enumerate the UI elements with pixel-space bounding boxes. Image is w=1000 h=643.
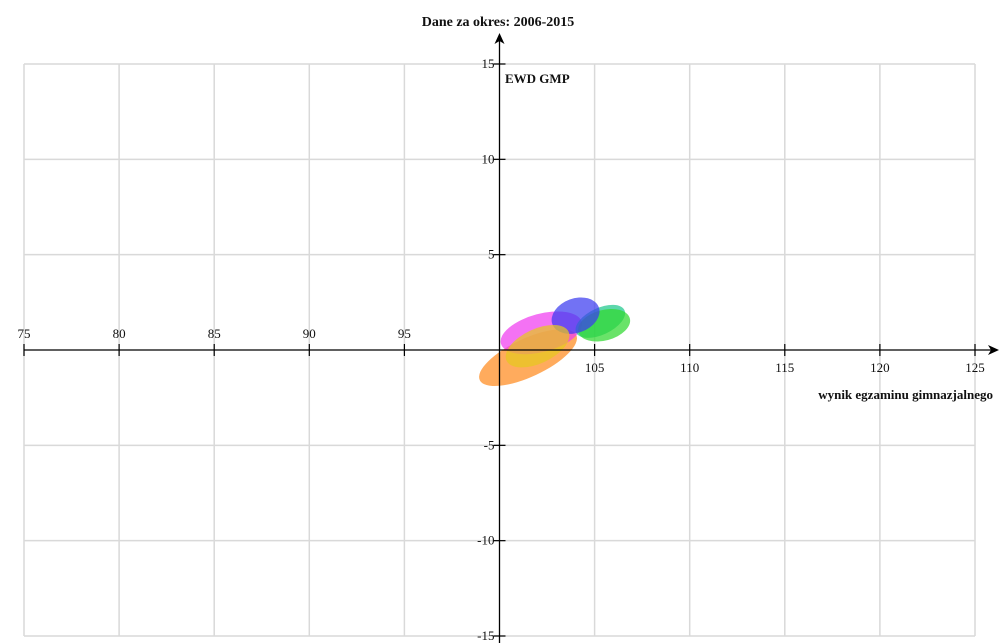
x-tick-label: 90 [303,326,316,341]
y-axis-label: EWD GMP [505,71,570,86]
y-tick-label: 10 [482,151,495,166]
y-tick-label: 5 [488,247,495,262]
data-ellipse-6 [505,324,570,368]
x-tick-label: 125 [965,360,985,375]
x-axis-arrow [988,345,999,355]
x-axis-label: wynik egzaminu gimnazjalnego [818,387,993,402]
chart-title: Dane za okres: 2006-2015 [422,15,575,30]
x-tick-label: 115 [775,360,794,375]
x-tick-label: 80 [113,326,126,341]
data-ellipses [479,297,631,387]
y-tick-label: -10 [477,533,494,548]
x-tick-label: 75 [18,326,31,341]
data-ellipse-5 [551,297,600,334]
y-tick-label: -15 [477,628,494,643]
x-tick-label: 120 [870,360,890,375]
axes [24,33,999,643]
y-axis-arrow [494,33,505,44]
x-tick-label: 110 [680,360,699,375]
x-tick-label: 85 [208,326,221,341]
x-tick-label: 105 [585,360,605,375]
x-tick-label: 95 [398,326,411,341]
y-tick-label: -5 [484,437,495,452]
y-tick-label: 15 [482,56,495,71]
